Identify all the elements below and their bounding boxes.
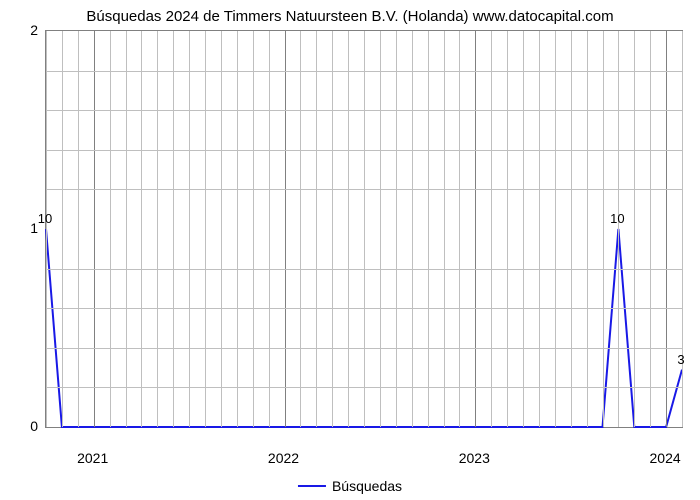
x-grid-minor [269, 31, 270, 427]
x-grid-minor [205, 31, 206, 427]
x-grid-major [285, 31, 286, 427]
data-point-label: 10 [38, 211, 52, 226]
x-grid-minor [380, 31, 381, 427]
x-grid-minor [253, 31, 254, 427]
x-grid-minor [364, 31, 365, 427]
x-grid-minor [603, 31, 604, 427]
legend: Búsquedas [298, 478, 402, 494]
x-grid-minor [348, 31, 349, 427]
x-tick-label: 2024 [650, 450, 681, 466]
x-grid-minor [221, 31, 222, 427]
y-grid-minor [46, 269, 682, 270]
x-grid-minor [396, 31, 397, 427]
x-grid-minor [62, 31, 63, 427]
y-tick-label: 2 [8, 22, 38, 38]
chart-container: Búsquedas 2024 de Timmers Natuursteen B.… [0, 0, 700, 500]
x-grid-minor [618, 31, 619, 427]
y-grid-minor [46, 150, 682, 151]
x-grid-minor [300, 31, 301, 427]
data-point-label: 10 [610, 211, 624, 226]
x-grid-minor [523, 31, 524, 427]
plot-area [45, 30, 683, 428]
x-grid-minor [157, 31, 158, 427]
x-grid-minor [428, 31, 429, 427]
x-grid-minor [682, 31, 683, 427]
y-grid-minor [46, 189, 682, 190]
x-grid-minor [444, 31, 445, 427]
x-grid-minor [650, 31, 651, 427]
x-grid-minor [459, 31, 460, 427]
x-grid-minor [173, 31, 174, 427]
x-grid-minor [141, 31, 142, 427]
x-grid-minor [316, 31, 317, 427]
x-grid-minor [78, 31, 79, 427]
x-grid-minor [571, 31, 572, 427]
y-grid-minor [46, 308, 682, 309]
x-grid-minor [412, 31, 413, 427]
x-tick-label: 2022 [268, 450, 299, 466]
x-grid-minor [126, 31, 127, 427]
y-grid-minor [46, 348, 682, 349]
x-grid-minor [110, 31, 111, 427]
legend-label: Búsquedas [332, 478, 402, 494]
y-grid-minor [46, 387, 682, 388]
y-grid-minor [46, 71, 682, 72]
y-tick-label: 1 [8, 220, 38, 236]
x-grid-minor [491, 31, 492, 427]
x-grid-minor [587, 31, 588, 427]
x-grid-minor [332, 31, 333, 427]
data-point-label: 3 [677, 352, 684, 367]
x-grid-major [475, 31, 476, 427]
x-tick-label: 2023 [459, 450, 490, 466]
legend-swatch [298, 485, 326, 487]
x-grid-minor [634, 31, 635, 427]
x-grid-minor [46, 31, 47, 427]
chart-title: Búsquedas 2024 de Timmers Natuursteen B.… [0, 8, 700, 25]
x-grid-minor [237, 31, 238, 427]
x-tick-label: 2021 [77, 450, 108, 466]
x-grid-major [666, 31, 667, 427]
x-grid-major [94, 31, 95, 427]
y-tick-label: 0 [8, 418, 38, 434]
x-grid-minor [555, 31, 556, 427]
x-grid-minor [189, 31, 190, 427]
x-grid-minor [539, 31, 540, 427]
y-grid-minor [46, 110, 682, 111]
x-grid-minor [507, 31, 508, 427]
